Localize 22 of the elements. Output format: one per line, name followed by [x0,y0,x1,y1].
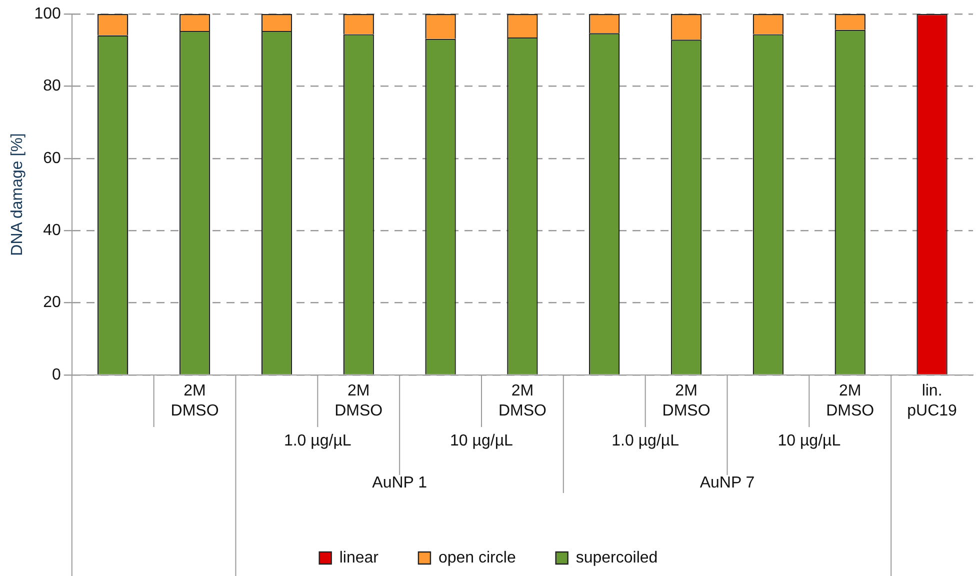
legend-label: supercoiled [576,549,658,566]
legend-label: linear [339,549,380,566]
y-tick-label: 100 [34,5,61,22]
x-tick-label: 2M DMSO [170,382,219,420]
x-tick-label: 2M DMSO [498,382,546,420]
y-tick-label: 20 [43,294,61,312]
y-tick-label: 40 [43,222,61,240]
text: 10 µg/µL [450,432,514,450]
y-tick-label: 80 [43,78,61,95]
text: 1.0 µg/µL [284,432,352,450]
x-tick-label: 2M DMSO [662,382,710,420]
text: 10 µg/µL [778,432,841,450]
x-tick-label: 2M DMSO [334,382,383,420]
legend-label: open circle [438,549,516,566]
y-tick-label: 60 [43,150,61,167]
y-tick-label: 0 [52,366,61,384]
x-tick-label: lin. pUC19 [907,382,958,420]
y-axis-title: DNA damage [%] [9,133,26,256]
text: 1.0 µg/µL [612,432,680,450]
x-tick-label: 2M DMSO [826,382,874,420]
text: AuNP 1 [372,474,428,492]
text: AuNP 7 [700,474,755,492]
